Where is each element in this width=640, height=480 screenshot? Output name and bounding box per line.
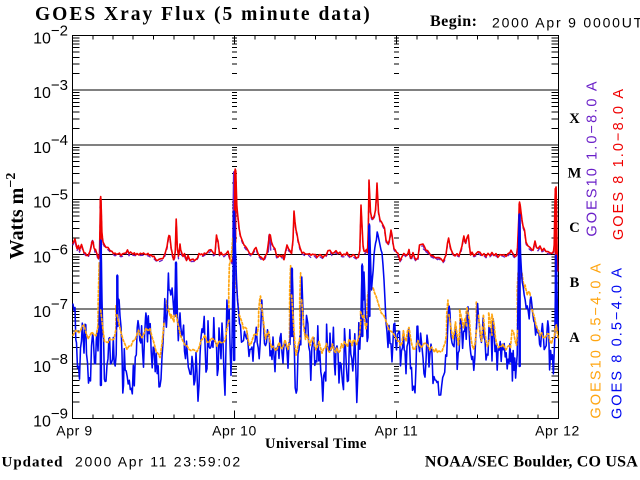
- svg-text:X: X: [569, 111, 580, 127]
- svg-text:Apr 11: Apr 11: [375, 423, 419, 439]
- svg-text:2000 Apr 11 23:59:02: 2000 Apr 11 23:59:02: [75, 454, 242, 470]
- svg-text:GOES 8 1.0−8.0 A: GOES 8 1.0−8.0 A: [611, 87, 627, 240]
- svg-text:2000 Apr 9 0000UT: 2000 Apr 9 0000UT: [492, 15, 640, 31]
- svg-text:A: A: [569, 330, 580, 346]
- svg-text:C: C: [569, 220, 579, 236]
- svg-text:GOES10 1.0−8.0 A: GOES10 1.0−8.0 A: [585, 79, 601, 236]
- svg-text:GOES Xray Flux (5 minute data): GOES Xray Flux (5 minute data): [35, 4, 372, 25]
- svg-text:Universal Time: Universal Time: [265, 436, 367, 452]
- svg-text:Apr 9: Apr 9: [56, 423, 92, 439]
- svg-text:Apr 10: Apr 10: [212, 423, 257, 439]
- svg-text:GOES 8 0.5−4.0 A: GOES 8 0.5−4.0 A: [610, 266, 626, 419]
- svg-text:B: B: [570, 275, 580, 291]
- svg-text:Apr 12: Apr 12: [535, 423, 580, 439]
- svg-text:Begin:: Begin:: [430, 13, 477, 30]
- svg-text:GOES10 0.5−4.0 A: GOES10 0.5−4.0 A: [589, 261, 605, 418]
- svg-text:M: M: [568, 166, 582, 182]
- svg-text:Updated: Updated: [2, 455, 64, 471]
- svg-text:NOAA/SEC Boulder, CO USA: NOAA/SEC Boulder, CO USA: [425, 454, 638, 471]
